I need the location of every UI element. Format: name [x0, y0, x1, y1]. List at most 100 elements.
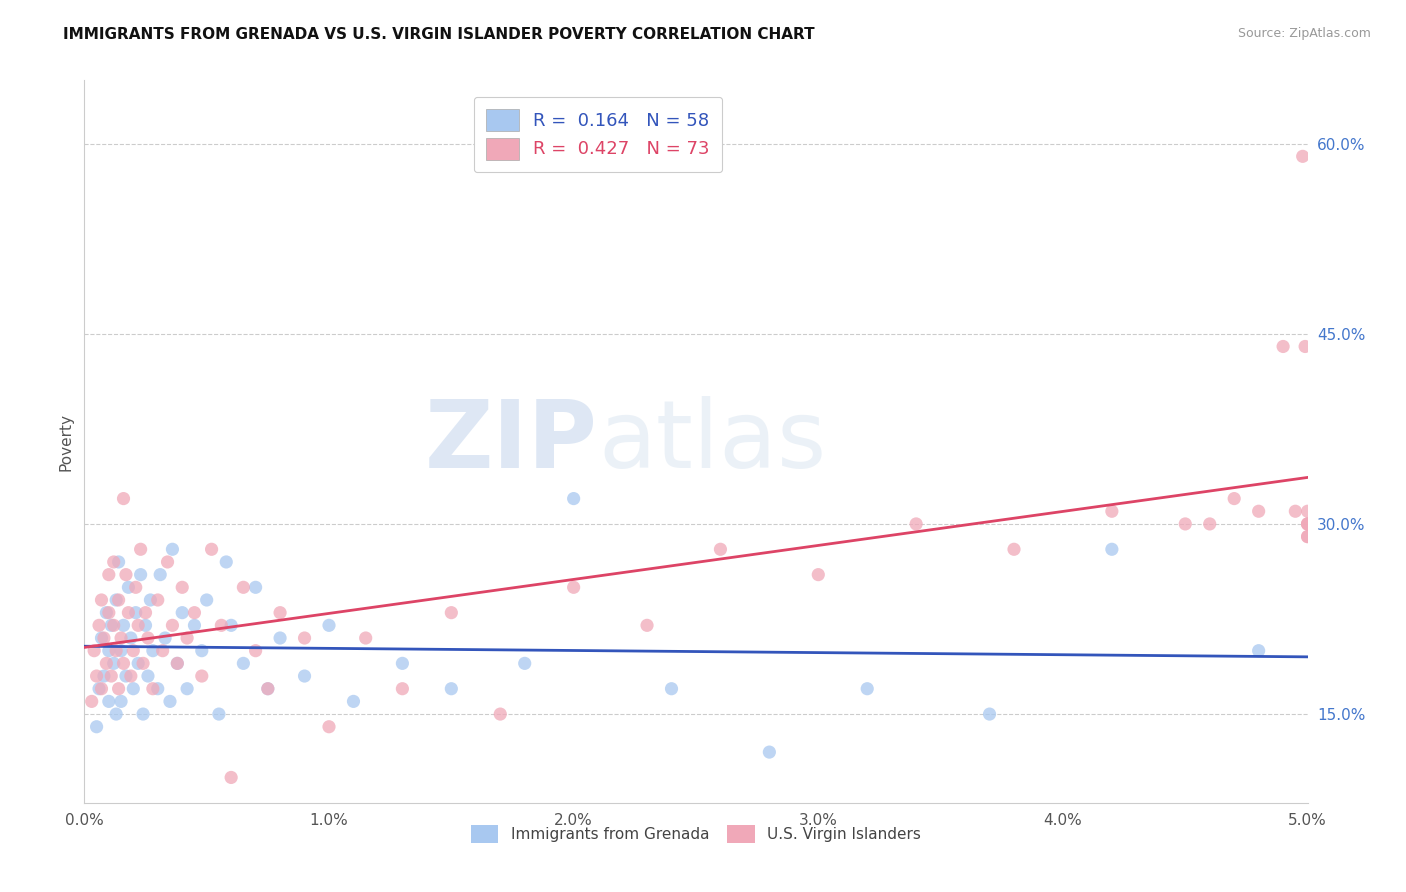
Point	[979, 707, 1001, 722]
Point	[1101, 542, 1123, 557]
Point	[107, 555, 129, 569]
Point	[122, 681, 145, 696]
Point	[86, 669, 108, 683]
Point	[391, 657, 413, 671]
Point	[709, 542, 731, 557]
Point	[440, 606, 463, 620]
Point	[162, 618, 184, 632]
Point	[142, 643, 165, 657]
Point	[129, 567, 152, 582]
Point	[1296, 516, 1319, 531]
Point	[100, 669, 122, 683]
Point	[172, 606, 194, 620]
Point	[245, 580, 267, 594]
Point	[105, 593, 128, 607]
Point	[83, 643, 105, 657]
Point	[112, 657, 135, 671]
Point	[112, 491, 135, 506]
Point	[807, 567, 830, 582]
Point	[120, 631, 142, 645]
Point	[257, 681, 280, 696]
Point	[87, 681, 110, 696]
Point	[97, 643, 120, 657]
Point	[245, 643, 267, 657]
Point	[110, 631, 132, 645]
Point	[183, 606, 205, 620]
Point	[269, 631, 291, 645]
Point	[117, 606, 139, 620]
Point	[215, 555, 238, 569]
Point	[562, 491, 585, 506]
Point	[1284, 504, 1306, 518]
Point	[191, 643, 214, 657]
Point	[93, 631, 115, 645]
Point	[97, 694, 120, 708]
Point	[103, 657, 125, 671]
Point	[1002, 542, 1025, 557]
Point	[103, 618, 125, 632]
Point	[1247, 643, 1270, 657]
Point	[166, 657, 188, 671]
Point	[132, 707, 155, 722]
Point	[1247, 504, 1270, 518]
Point	[1223, 491, 1246, 506]
Point	[87, 618, 110, 632]
Point	[135, 618, 157, 632]
Point	[159, 694, 181, 708]
Point	[96, 657, 118, 671]
Point	[146, 593, 169, 607]
Text: IMMIGRANTS FROM GRENADA VS U.S. VIRGIN ISLANDER POVERTY CORRELATION CHART: IMMIGRANTS FROM GRENADA VS U.S. VIRGIN I…	[63, 27, 815, 42]
Point	[103, 555, 125, 569]
Point	[513, 657, 536, 671]
Point	[112, 618, 135, 632]
Point	[354, 631, 377, 645]
Y-axis label: Poverty: Poverty	[58, 412, 73, 471]
Text: Source: ZipAtlas.com: Source: ZipAtlas.com	[1237, 27, 1371, 40]
Point	[97, 606, 120, 620]
Point	[115, 669, 138, 683]
Point	[107, 593, 129, 607]
Point	[117, 580, 139, 594]
Point	[132, 657, 155, 671]
Point	[1174, 516, 1197, 531]
Legend: Immigrants from Grenada, U.S. Virgin Islanders: Immigrants from Grenada, U.S. Virgin Isl…	[465, 819, 927, 849]
Point	[391, 681, 413, 696]
Point	[342, 694, 364, 708]
Point	[1294, 339, 1316, 353]
Point	[110, 694, 132, 708]
Point	[120, 669, 142, 683]
Point	[1101, 504, 1123, 518]
Point	[135, 606, 157, 620]
Point	[208, 707, 231, 722]
Point	[1292, 149, 1315, 163]
Point	[636, 618, 658, 632]
Point	[758, 745, 780, 759]
Point	[166, 657, 188, 671]
Point	[90, 681, 112, 696]
Point	[122, 643, 145, 657]
Point	[661, 681, 683, 696]
Point	[90, 593, 112, 607]
Point	[90, 631, 112, 645]
Point	[562, 580, 585, 594]
Point	[115, 567, 138, 582]
Point	[110, 643, 132, 657]
Point	[294, 669, 316, 683]
Point	[856, 681, 879, 696]
Point	[269, 606, 291, 620]
Point	[127, 657, 149, 671]
Point	[257, 681, 280, 696]
Point	[125, 580, 148, 594]
Point	[80, 694, 103, 708]
Text: ZIP: ZIP	[425, 395, 598, 488]
Point	[1296, 516, 1319, 531]
Point	[172, 580, 194, 594]
Point	[191, 669, 214, 683]
Point	[153, 631, 176, 645]
Point	[209, 618, 232, 632]
Point	[176, 681, 198, 696]
Point	[136, 631, 159, 645]
Point	[125, 606, 148, 620]
Point	[162, 542, 184, 557]
Point	[200, 542, 222, 557]
